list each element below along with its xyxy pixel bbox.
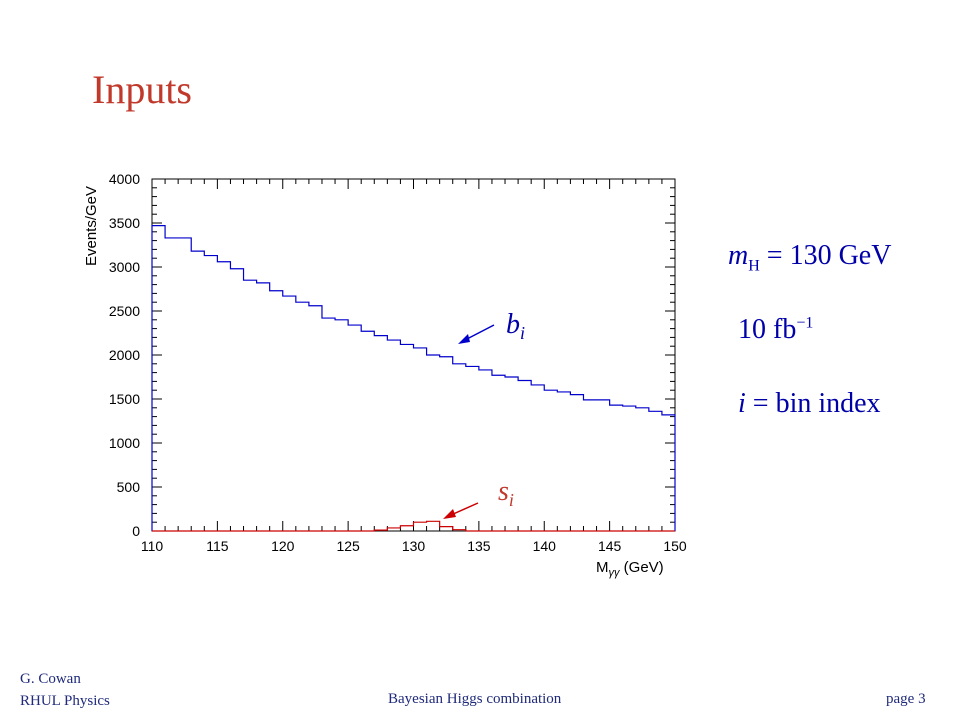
y-tick-label: 2500 [109, 303, 140, 319]
x-tick-label: 140 [533, 538, 557, 554]
x-tick-label: 135 [467, 538, 491, 554]
bin-index-text: i = bin index [738, 388, 881, 419]
x-tick-label: 115 [206, 538, 229, 554]
y-tick-label: 2000 [109, 347, 140, 363]
series-label-b: bi [506, 309, 525, 343]
y-tick-label: 1000 [109, 435, 140, 451]
footer-author: G. Cowan RHUL Physics [20, 668, 110, 712]
luminosity-text: 10 fb−1 [738, 314, 814, 345]
slide-title: Inputs [92, 67, 192, 112]
x-tick-label: 145 [598, 538, 622, 554]
x-tick-label: 110 [141, 538, 164, 554]
histogram-series-s-i [152, 520, 675, 532]
x-tick-label: 120 [271, 538, 295, 554]
series-label-s: si [498, 476, 514, 510]
arrow-s [450, 502, 479, 516]
y-tick-label: 3000 [109, 259, 140, 275]
plot-frame [151, 178, 676, 532]
x-tick-label: 125 [336, 538, 360, 554]
y-tick-label: 1500 [109, 391, 140, 407]
footer-author-name: G. Cowan [20, 671, 81, 687]
y-tick-label: 3500 [109, 215, 140, 231]
y-tick-label: 4000 [109, 171, 140, 187]
y-tick-label: 500 [117, 479, 141, 495]
higgs-mass-text: mH = 130 GeV [728, 240, 892, 275]
x-axis-label: Mγγ (GeV) [596, 559, 664, 579]
footer-page-number: page 3 [886, 691, 926, 707]
histogram-series-b-i [151, 225, 676, 531]
x-tick-label: 150 [663, 538, 687, 554]
footer-talk-title: Bayesian Higgs combination [388, 691, 562, 707]
y-tick-label: 0 [132, 523, 140, 539]
arrow-b-head [458, 334, 470, 344]
arrow-b [464, 324, 495, 341]
footer-affiliation: RHUL Physics [20, 693, 110, 709]
arrow-s-head [443, 509, 456, 519]
x-tick-label: 130 [402, 538, 426, 554]
y-axis-label: Events/GeV [83, 186, 100, 266]
